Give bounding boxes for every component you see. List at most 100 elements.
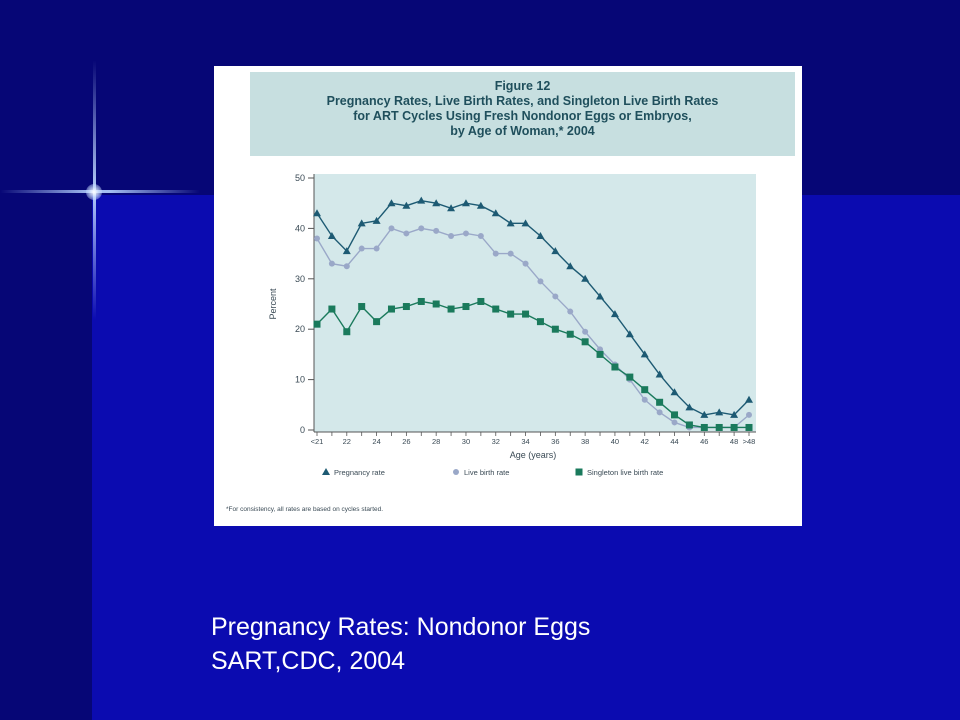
y-tick-label: 40 — [295, 223, 305, 233]
y-tick-label: 30 — [295, 274, 305, 284]
live-birth-legend-label: Live birth rate — [464, 468, 509, 477]
figure-number: Figure 12 — [494, 79, 551, 93]
singleton-point — [477, 297, 485, 305]
live-birth-point — [477, 232, 484, 239]
singleton-point — [671, 411, 679, 419]
singleton-point — [536, 318, 544, 326]
live-birth-point — [492, 250, 499, 257]
singleton-point — [492, 305, 500, 313]
x-tick-label: 36 — [551, 437, 559, 446]
y-tick-label: 10 — [295, 375, 305, 385]
pregnancy-point — [521, 219, 530, 227]
pregnancy-point — [581, 274, 590, 282]
chart-title-line-1: Pregnancy Rates, Live Birth Rates, and S… — [326, 94, 719, 108]
singleton-point — [641, 386, 649, 394]
pregnancy-point — [685, 403, 694, 411]
pregnancy-point — [730, 410, 739, 418]
chart-figure: Figure 12 Pregnancy Rates, Live Birth Ra… — [214, 66, 802, 526]
y-tick-label: 50 — [295, 173, 305, 183]
singleton-legend-marker — [575, 468, 583, 476]
live-birth-point — [507, 250, 514, 257]
pregnancy-point — [327, 231, 336, 239]
live-birth-point — [373, 245, 380, 252]
x-tick-label: 42 — [641, 437, 649, 446]
pregnancy-point — [491, 209, 500, 217]
slide-caption: Pregnancy Rates: Nondonor Eggs SART,CDC,… — [211, 610, 590, 678]
pregnancy-point — [387, 199, 396, 207]
caption-line-1: Pregnancy Rates: Nondonor Eggs — [211, 613, 591, 641]
pregnancy-point — [342, 247, 351, 255]
live-birth-point — [314, 235, 320, 242]
singleton-point — [522, 310, 530, 318]
caption-line-2: SART,CDC, 2004 — [211, 647, 406, 675]
singleton-point — [343, 328, 351, 336]
pregnancy-point — [596, 292, 605, 300]
chart-title-line-2: for ART Cycles Using Fresh Nondonor Eggs… — [353, 109, 692, 123]
live-birth-point — [403, 230, 410, 237]
singleton-point — [507, 310, 515, 318]
pregnancy-point — [402, 201, 411, 209]
pregnancy-point — [536, 231, 545, 239]
plot-area — [314, 174, 756, 432]
x-tick-label: 32 — [492, 437, 500, 446]
y-tick-label: 0 — [300, 425, 305, 435]
x-tick-label: 24 — [372, 437, 380, 446]
singleton-point — [328, 305, 336, 313]
singleton-point — [715, 423, 723, 431]
pregnancy-point — [670, 388, 679, 396]
live-birth-point — [328, 260, 335, 267]
chart-footnote: *For consistency, all rates are based on… — [226, 506, 383, 513]
pregnancy-point — [506, 219, 515, 227]
pregnancy-legend-label: Pregnancy rate — [334, 468, 385, 477]
x-tick-label: >48 — [743, 437, 756, 446]
pregnancy-point — [372, 216, 381, 224]
x-tick-label: 46 — [700, 437, 708, 446]
pregnancy-point — [313, 209, 321, 217]
sparkle-core — [86, 184, 102, 200]
pregnancy-point — [417, 196, 426, 204]
singleton-point — [462, 303, 470, 311]
singleton-point — [402, 303, 410, 311]
pregnancy-point — [566, 262, 575, 270]
pregnancy-point — [447, 204, 456, 212]
pregnancy-point — [476, 201, 485, 209]
pregnancy-point — [715, 408, 724, 416]
singleton-point — [387, 305, 395, 313]
singleton-point — [551, 325, 559, 333]
singleton-point — [313, 320, 321, 328]
x-tick-label: <21 — [311, 437, 324, 446]
x-tick-label: 40 — [611, 437, 619, 446]
live-birth-point — [418, 225, 425, 232]
pregnancy-point — [357, 219, 366, 227]
live-birth-point — [746, 411, 752, 418]
pregnancy-legend-marker — [322, 468, 330, 475]
live-birth-point — [641, 396, 648, 403]
y-tick-label: 20 — [295, 324, 305, 334]
singleton-legend-label: Singleton live birth rate — [587, 468, 663, 477]
singleton-point — [566, 330, 574, 338]
singleton-point — [745, 423, 753, 431]
x-tick-label: 28 — [432, 437, 440, 446]
live-birth-point — [552, 293, 559, 300]
live-birth-point — [343, 263, 350, 270]
line-chart: 0 10 20 30 40 50 <21 22 24 26 28 30 32 34 36 38 40 42 44 46… — [226, 173, 756, 513]
y-axis-label: Percent — [268, 288, 278, 320]
live-birth-point — [433, 227, 440, 234]
pregnancy-point — [640, 350, 649, 358]
x-tick-label: 44 — [670, 437, 678, 446]
pregnancy-point — [551, 247, 560, 255]
singleton-point — [611, 363, 619, 371]
background-left-band — [0, 0, 92, 720]
live-birth-point — [358, 245, 365, 252]
live-birth-point — [462, 230, 469, 237]
singleton-point — [700, 423, 708, 431]
chart-title-line-3: by Age of Woman,* 2004 — [450, 124, 595, 138]
pregnancy-point — [625, 330, 634, 338]
singleton-point — [626, 373, 634, 381]
singleton-point — [432, 300, 440, 308]
live-birth-point — [582, 328, 589, 335]
x-tick-label: 34 — [521, 437, 529, 446]
live-birth-point — [671, 419, 678, 426]
x-tick-label: 26 — [402, 437, 410, 446]
x-tick-label: 48 — [730, 437, 738, 446]
